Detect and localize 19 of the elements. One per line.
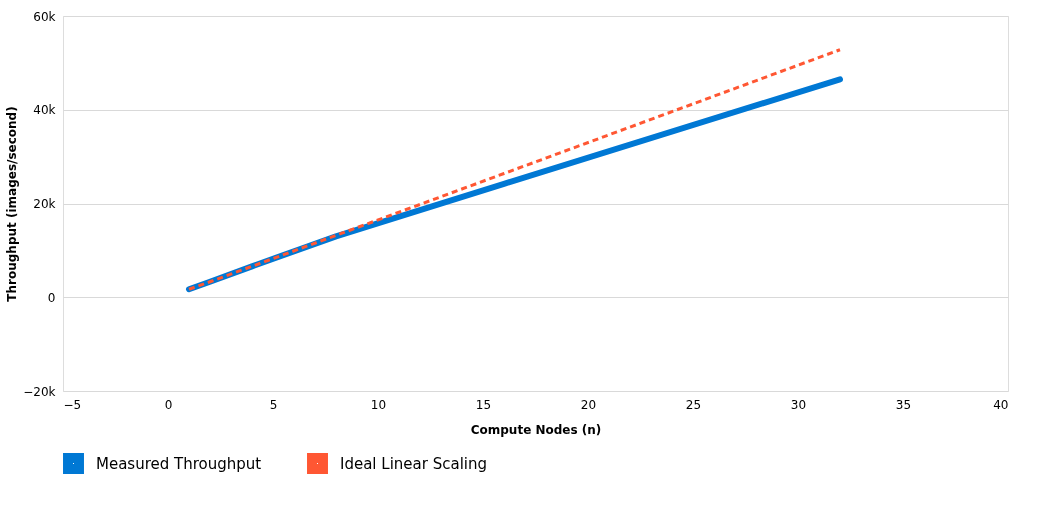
x-tick-label: 35 [895,397,912,412]
y-tick-label: 20k [33,197,56,211]
y-tick-label: 60k [33,9,56,24]
y-axis-title: Throughput (images/second) [5,106,20,302]
legend-label: Measured Throughput [96,454,262,473]
y-tick-label: 40k [33,103,56,118]
x-tick-label: 15 [475,397,492,412]
y-tick-label: −20k [23,384,56,399]
x-tick-label: 0 [164,397,173,412]
x-tick-label: 5 [269,397,278,412]
x-tick-label: 10 [370,397,387,412]
legend-label: Ideal Linear Scaling [340,454,488,473]
x-tick-label: 40 [993,397,1009,412]
y-tick-label: 0 [47,290,56,305]
x-tick-label: 20 [580,397,597,412]
x-tick-label: 25 [685,397,702,412]
x-tick-label: −5 [63,397,82,412]
x-tick-label: 30 [790,397,807,412]
x-axis-title: Compute Nodes (n) [470,422,602,437]
